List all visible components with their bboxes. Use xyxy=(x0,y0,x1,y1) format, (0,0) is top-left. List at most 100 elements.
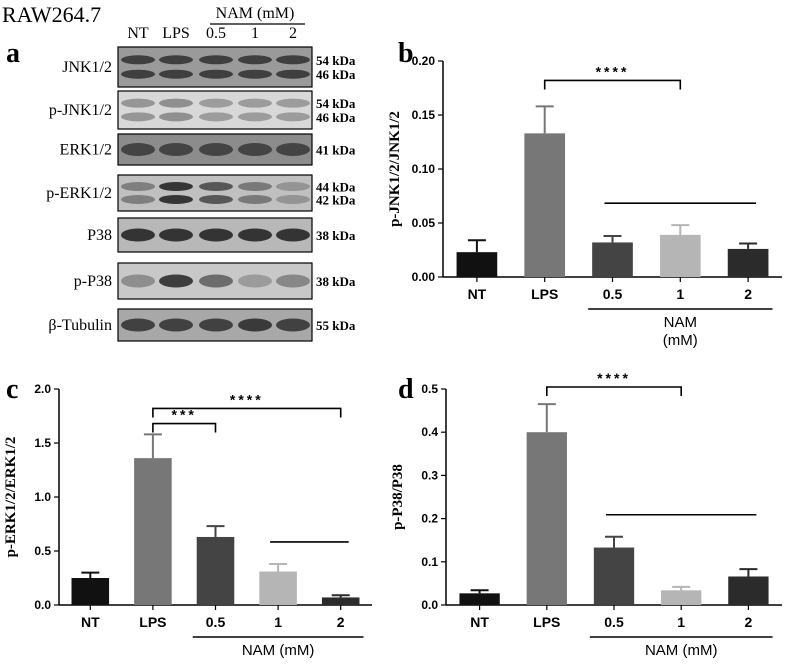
x-tick-label: 0.5 xyxy=(206,614,226,630)
blot-band xyxy=(276,194,310,204)
blot-band xyxy=(199,274,233,288)
bar-0.5 xyxy=(592,242,633,277)
x-axis-label: NAM xyxy=(664,314,697,331)
blot-band xyxy=(238,318,272,332)
y-tick-label: 0.05 xyxy=(412,216,436,230)
bar-LPS xyxy=(524,133,566,277)
kda-label: 44 kDa xyxy=(316,180,356,195)
x-tick-label: LPS xyxy=(139,614,166,630)
blot-band xyxy=(238,143,272,156)
x-tick-label: 2 xyxy=(744,286,752,302)
kda-label: 54 kDa xyxy=(316,53,356,68)
blot-band xyxy=(121,55,155,65)
blot-band xyxy=(159,194,193,204)
significance-bracket xyxy=(152,407,342,418)
blot-membrane-p-jnk1-2 xyxy=(117,90,313,130)
blot-band xyxy=(276,182,310,192)
kda-label: 38 kDa xyxy=(316,274,356,289)
blot-band xyxy=(159,98,193,108)
panel-label-a: a xyxy=(6,38,20,69)
blot-band xyxy=(199,143,233,156)
bar-LPS xyxy=(526,432,567,605)
lane-label-2: 2 xyxy=(289,25,297,42)
blot-band xyxy=(121,274,155,288)
blot-band xyxy=(121,194,155,204)
y-tick-label: 0.1 xyxy=(421,555,438,569)
y-tick-label: 0.00 xyxy=(412,270,436,284)
bar-NT xyxy=(71,578,110,605)
blot-band xyxy=(121,182,155,192)
chart-panel-c: 0.0 0.5 1.0 1.5 2.0 NT LPS 0.5 1 2 NAM (mM) p-ERK1/… xyxy=(3,382,372,659)
x-tick-label: 1 xyxy=(677,614,685,630)
kda-label: 38 kDa xyxy=(316,228,356,243)
y-tick-label: 0.4 xyxy=(421,425,438,439)
panel-label-d: d xyxy=(398,374,414,405)
panel-label-b: b xyxy=(398,38,414,69)
bar-LPS xyxy=(134,458,172,605)
y-tick-label: 0.0 xyxy=(421,598,438,612)
y-tick-label: 2.0 xyxy=(34,382,51,396)
blot-band xyxy=(199,228,233,242)
blot-band xyxy=(238,69,272,79)
blot-band xyxy=(276,112,310,122)
lane-label-nt: NT xyxy=(127,25,149,42)
y-tick-label: 0.15 xyxy=(412,108,436,122)
blot-band xyxy=(238,182,272,192)
chart-panel-d: 0.0 0.1 0.2 0.3 0.4 0.5 NT LPS 0.5 1 2 NAM (mM) p-P3… xyxy=(390,370,782,659)
x-tick-label: 2 xyxy=(337,614,345,630)
blot-band xyxy=(238,112,272,122)
kda-label: 42 kDa xyxy=(316,192,356,207)
blot-band xyxy=(276,143,310,156)
kda-label: 46 kDa xyxy=(316,110,356,125)
lane-label-1: 1 xyxy=(251,25,259,42)
blot-band xyxy=(276,318,310,332)
blot-band xyxy=(121,69,155,79)
x-axis-label: NAM (mM) xyxy=(242,642,314,659)
blot-band xyxy=(121,228,155,242)
blot-label-p-jnk1-2: p-JNK1/2 xyxy=(49,102,112,119)
y-tick-label: 0.5 xyxy=(421,382,438,396)
y-tick-label: 0.2 xyxy=(421,512,438,526)
blot-band xyxy=(199,182,233,192)
blot-band xyxy=(159,143,193,156)
x-tick-label: LPS xyxy=(531,286,558,302)
blot-band xyxy=(159,182,193,192)
lane-label-lps: LPS xyxy=(162,25,190,42)
y-tick-label: 0.0 xyxy=(34,598,51,612)
blot-band xyxy=(199,318,233,332)
blot-band xyxy=(121,98,155,108)
bar-1 xyxy=(259,571,297,605)
bar-0.5 xyxy=(196,536,235,605)
bar-1 xyxy=(659,234,701,277)
blot-membrane-p-erk1-2 xyxy=(117,174,313,212)
lane-label-0-5: 0.5 xyxy=(206,25,226,42)
blot-band xyxy=(159,112,193,122)
blot-label--tubulin: β-Tubulin xyxy=(48,317,112,334)
significance-stars: **** xyxy=(596,63,630,79)
blot-band xyxy=(121,318,155,332)
blot-band xyxy=(199,194,233,204)
x-axis-label: NAM (mM) xyxy=(645,642,717,659)
blot-band xyxy=(159,69,193,79)
bar-1 xyxy=(661,590,702,605)
blot-band xyxy=(199,55,233,65)
cell-line-title: RAW264.7 xyxy=(2,2,101,27)
y-tick-label: 1.0 xyxy=(34,490,51,504)
x-tick-label: NT xyxy=(468,286,487,302)
blot-membrane-jnk1-2 xyxy=(117,46,313,88)
blot-band xyxy=(276,228,310,242)
bar-2 xyxy=(321,597,360,605)
significance-stars: **** xyxy=(230,391,264,407)
y-axis-label: p-ERK1/2/ERK1/2 xyxy=(3,437,19,558)
kda-label: 55 kDa xyxy=(316,318,356,333)
blot-band xyxy=(199,69,233,79)
significance-stars: **** xyxy=(597,370,631,386)
blot-band xyxy=(121,112,155,122)
blot-band xyxy=(238,194,272,204)
significance-bracket xyxy=(152,422,217,433)
y-tick-label: 1.5 xyxy=(34,436,51,450)
blot-band xyxy=(276,55,310,65)
blot-band xyxy=(276,98,310,108)
